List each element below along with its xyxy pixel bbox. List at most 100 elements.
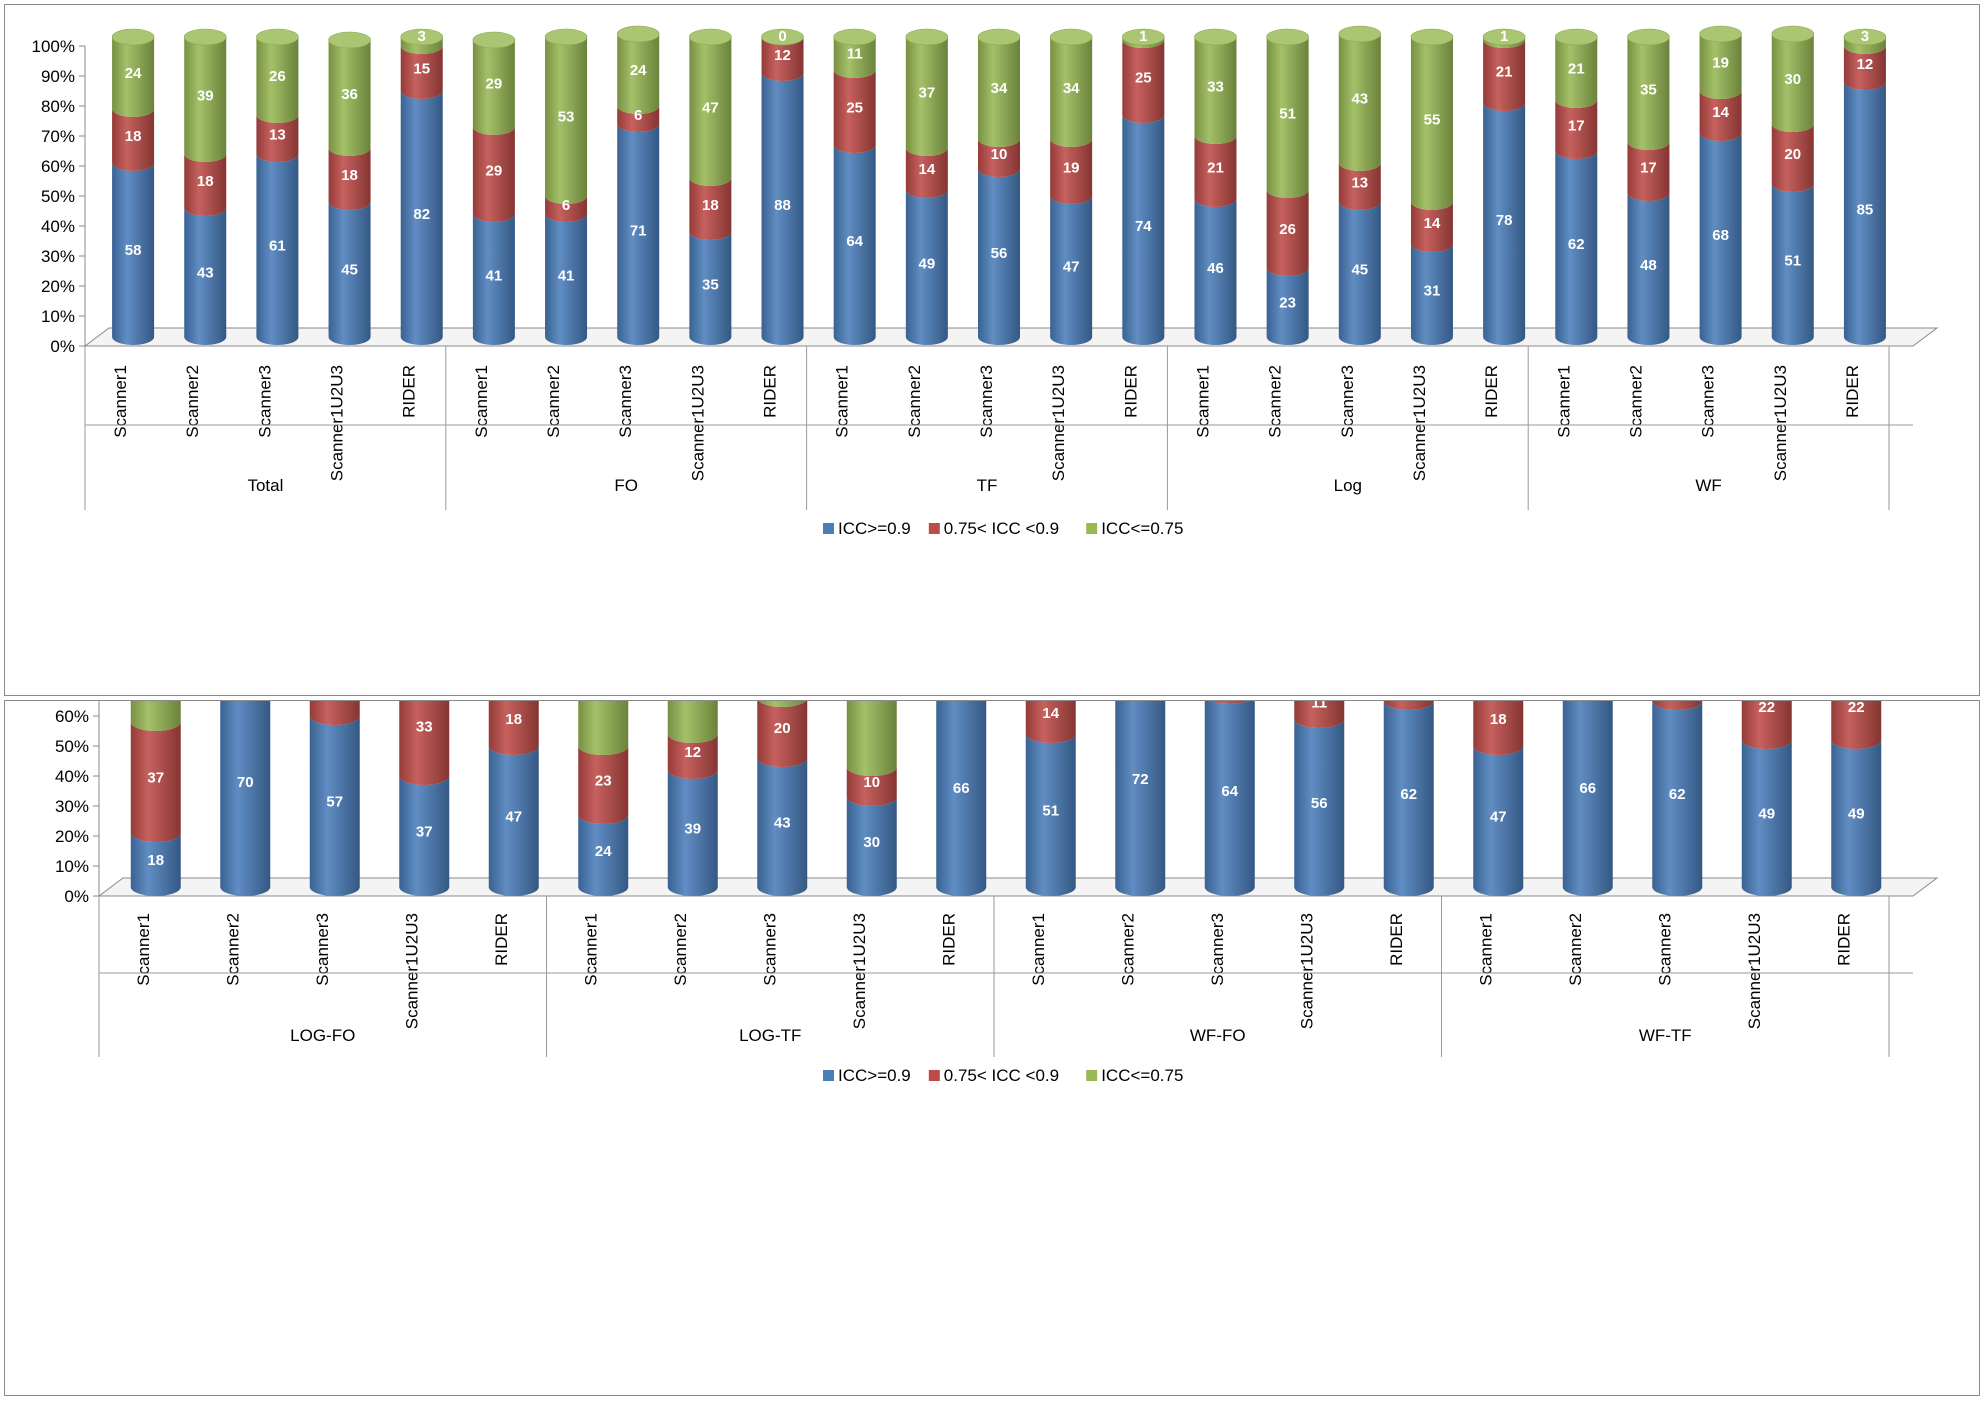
y-tick-label: 20% <box>41 277 75 296</box>
bar-segment-mid <box>1555 100 1598 159</box>
bar-segment-mid <box>1483 40 1526 111</box>
category-label: Scanner1U2U3 <box>328 365 347 481</box>
bar-segment-mid <box>1627 142 1670 201</box>
group-label: WF <box>1695 476 1721 495</box>
bar-top-cap <box>544 28 588 46</box>
bar-body <box>1115 701 1166 896</box>
bar-body <box>184 154 227 216</box>
data-label: 6 <box>634 107 642 124</box>
data-label: 29 <box>486 76 503 93</box>
bar-body <box>488 746 539 896</box>
bar-segment-high <box>1771 184 1814 345</box>
data-label: 41 <box>558 268 575 285</box>
bar-body <box>578 746 629 824</box>
data-label: 70 <box>237 774 254 791</box>
data-label: 64 <box>1221 783 1238 800</box>
data-label: 49 <box>918 256 935 273</box>
y-tick-label: 60% <box>55 707 89 726</box>
bar-tf-scanner1: 64 25 11 <box>833 28 876 345</box>
data-label: 56 <box>991 245 1008 262</box>
bar-segment-low <box>1266 37 1309 198</box>
bar-wf-tf-scanner1u2u3: 492229 <box>1741 701 1792 896</box>
y-tick-label: 80% <box>41 97 75 116</box>
bar-wf-scanner1: 62 17 21 <box>1554 28 1598 345</box>
category-label: Scanner2 <box>905 365 924 438</box>
bar-body <box>978 37 1020 147</box>
data-label: 37 <box>918 85 935 102</box>
bar-segment-high <box>617 124 660 345</box>
bar-body <box>220 701 271 896</box>
bar-body <box>1843 37 1886 54</box>
y-tick-label: 40% <box>55 767 89 786</box>
bar-body <box>256 154 299 345</box>
data-label: 31 <box>1424 283 1441 300</box>
chart-panel-bottom: 0%10%20%30%40%50%60%70%80%90%100%183745S… <box>4 700 1980 1396</box>
bar-wf-fo-scanner1: 511435 <box>1025 701 1076 896</box>
data-label: 45 <box>341 262 358 279</box>
data-label: 3 <box>1861 28 1869 45</box>
bar-body <box>667 701 718 743</box>
category-label: RIDER <box>1387 913 1406 966</box>
bar-segment-high <box>578 815 629 896</box>
category-label: Scanner1 <box>581 913 600 986</box>
data-label: 1 <box>1500 28 1508 45</box>
data-label: 24 <box>125 65 142 82</box>
bar-wf-tf-rider: 492229 <box>1831 701 1882 896</box>
bar-body <box>936 701 987 896</box>
bar-body <box>1831 701 1882 749</box>
bar-segment-high <box>400 91 443 345</box>
y-tick-label: 40% <box>41 217 75 236</box>
bar-body <box>1473 746 1524 896</box>
bar-top-cap <box>328 31 371 49</box>
category-label: Scanner2 <box>544 365 563 438</box>
group-label: WF-TF <box>1639 1026 1692 1045</box>
bar-segment-high <box>1555 151 1598 345</box>
data-label: 71 <box>630 223 647 240</box>
bar-segment-mid <box>328 148 371 210</box>
data-label: 24 <box>630 62 647 79</box>
y-tick-label: 50% <box>55 737 89 756</box>
bar-body <box>617 124 660 345</box>
bar-segment-high <box>1115 701 1166 896</box>
bar-body <box>1410 244 1453 345</box>
bar-body <box>112 109 155 171</box>
legend-label: ICC<=0.75 <box>1101 519 1183 538</box>
bar-body <box>1050 139 1093 204</box>
data-label: 15 <box>413 61 430 78</box>
bar-segment-mid <box>833 70 876 153</box>
bar-body <box>833 70 876 153</box>
bar-top-cap <box>689 28 732 46</box>
bar-body <box>400 91 443 345</box>
data-label: 66 <box>953 780 970 797</box>
bar-segment-low <box>758 701 806 707</box>
data-label: 18 <box>341 167 358 184</box>
legend: ICC>=0.9 0.75< ICC <0.9 ICC<=0.75 <box>823 519 1183 538</box>
data-label: 49 <box>1758 806 1775 823</box>
bar-top-cap <box>1410 28 1454 46</box>
bar-segment-mid <box>1294 701 1345 728</box>
bar-body <box>488 701 539 755</box>
bar-body <box>1204 701 1255 896</box>
bar-body <box>400 37 443 54</box>
bar-segment-high <box>846 797 897 896</box>
bar-top-cap <box>761 28 804 46</box>
y-tick-label: 20% <box>55 827 89 846</box>
data-label: 17 <box>1640 160 1657 177</box>
legend-swatch <box>928 523 940 534</box>
category-label: Scanner1U2U3 <box>1297 913 1316 1029</box>
bar-segment-mid <box>1831 701 1882 749</box>
bar-segment-low <box>617 34 660 114</box>
bar-segment-high <box>1383 701 1434 896</box>
bar-body <box>1555 37 1598 108</box>
bar-segment-mid <box>667 734 718 779</box>
data-label: 25 <box>846 100 863 117</box>
data-label: 61 <box>269 238 286 255</box>
bar-body <box>1410 202 1453 252</box>
category-label: Scanner3 <box>1655 913 1674 986</box>
data-label: 29 <box>486 163 503 180</box>
bar-segment-mid <box>112 109 155 171</box>
bar-body <box>833 145 876 345</box>
bar-tf-scanner1u2u3: 47 19 34 <box>1049 28 1093 345</box>
data-label: 47 <box>702 100 719 117</box>
bar-body <box>400 46 443 99</box>
